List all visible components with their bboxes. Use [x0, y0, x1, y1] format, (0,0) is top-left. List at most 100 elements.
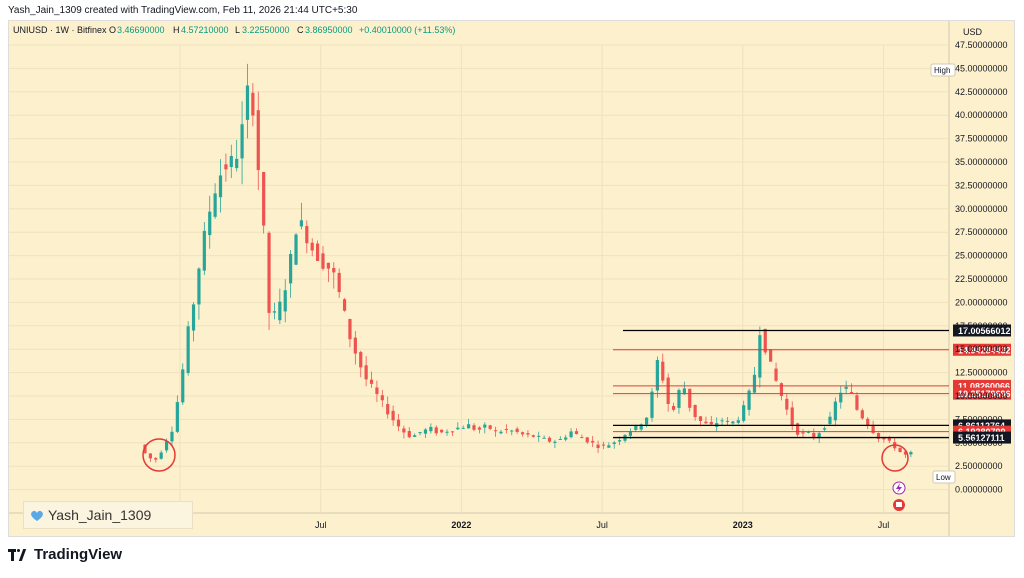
candle-body — [526, 433, 530, 435]
legend-o-value: 3.46690000 — [117, 25, 165, 35]
candle-body — [601, 444, 606, 446]
price-level-label: 17.00566012 — [958, 326, 1011, 336]
event-icons[interactable] — [892, 481, 906, 511]
x-axis-label: 2023 — [733, 520, 753, 530]
candle-body — [477, 427, 481, 430]
candle-body — [413, 435, 417, 437]
candle-body — [801, 432, 805, 434]
legend-change: +0.40010000 (+11.53%) — [359, 25, 455, 35]
candle-body — [504, 428, 508, 430]
price-level-badge — [953, 431, 1011, 444]
candle-body — [375, 387, 379, 395]
price-level-label: 5.56127111 — [958, 433, 1005, 443]
candle-body — [855, 395, 859, 410]
grid-lines — [9, 44, 949, 513]
candle-body — [612, 442, 616, 445]
chart-byline: Yash_Jain_1309 created with TradingView.… — [8, 5, 358, 16]
candle-body — [580, 437, 584, 439]
candle-body — [218, 175, 223, 198]
chart-area[interactable]: UNIUSD · 1W · Bitfinex O 3.46690000 H 4.… — [8, 20, 1015, 537]
y-tick-label: 25.00000000 — [955, 251, 1008, 261]
low-badge: Low — [932, 470, 956, 484]
candle-body — [574, 431, 579, 435]
candle-body — [321, 253, 325, 269]
candle-body — [774, 368, 778, 381]
candle-body — [251, 92, 255, 116]
author-watermark: Yash_Jain_1309 — [23, 501, 193, 529]
candle-body — [688, 388, 692, 408]
candle-body — [289, 254, 293, 284]
y-tick-label: 30.00000000 — [955, 204, 1008, 214]
candle-body — [272, 311, 277, 313]
tradingview-logo-text: TradingView — [34, 546, 123, 563]
watermark-text: Yash_Jain_1309 — [48, 507, 152, 523]
candle-body — [402, 428, 406, 433]
candle-body — [898, 447, 902, 452]
candle-body — [796, 423, 800, 435]
candle-body — [650, 391, 654, 418]
candle-body — [213, 193, 217, 217]
price-level-label: 10.25179696 — [958, 389, 1011, 399]
candle-body — [817, 433, 821, 438]
candle-body — [202, 230, 206, 271]
lightning-icon-glyph — [896, 483, 902, 493]
candle-body — [467, 424, 471, 429]
candlestick-chart[interactable]: UNIUSD · 1W · Bitfinex O 3.46690000 H 4.… — [9, 21, 1014, 536]
candle-body — [720, 420, 724, 422]
candle-body — [326, 262, 330, 269]
candle-body — [278, 301, 282, 321]
price-level-badge — [953, 387, 1011, 400]
y-tick-label: 27.50000000 — [955, 227, 1008, 237]
candle-body — [332, 268, 336, 273]
y-tick-label: 12.50000000 — [955, 368, 1008, 378]
candle-body — [569, 431, 573, 438]
candle-body — [488, 425, 492, 429]
x-axis-label: Jul — [315, 520, 327, 530]
candle-body — [866, 418, 870, 426]
tradingview-logo[interactable]: TradingView — [8, 546, 122, 563]
candle-body — [434, 427, 438, 434]
candle-body — [661, 361, 665, 381]
candle-body — [790, 407, 794, 426]
y-tick-label: 45.00000000 — [955, 63, 1008, 73]
candle-body — [564, 437, 568, 440]
candle-body — [909, 452, 913, 455]
candle-body — [235, 158, 239, 169]
candle-body — [644, 417, 649, 425]
candle-body — [310, 242, 314, 251]
candle-body — [515, 428, 519, 432]
x-axis-label: Jul — [596, 520, 608, 530]
y-tick-label: 22.50000000 — [955, 274, 1008, 284]
candle-body — [429, 426, 433, 432]
candle-body — [666, 377, 670, 404]
candle-body — [396, 419, 401, 427]
high-badge: High — [930, 63, 956, 77]
candle-body — [267, 232, 271, 313]
candle-body — [887, 437, 891, 441]
candle-body — [391, 410, 395, 421]
candle-body — [445, 431, 449, 433]
candle-body — [348, 319, 352, 340]
candle-body — [736, 420, 740, 423]
high-badge-text: High — [934, 66, 950, 75]
candle-body — [812, 432, 816, 439]
y-tick-label: 35.00000000 — [955, 157, 1008, 167]
candle-body — [483, 424, 487, 428]
y-tick-label: 47.50000000 — [955, 40, 1008, 50]
legend-c-label: C — [297, 25, 304, 35]
candle-body — [742, 405, 746, 421]
candle-body — [558, 438, 562, 440]
candle-body — [731, 421, 735, 424]
x-axis-label: 2022 — [451, 520, 471, 530]
x-axis-label: Jul — [878, 520, 890, 530]
low-circle-2020 — [142, 438, 176, 472]
candle-body — [229, 155, 233, 168]
candle-body — [822, 428, 827, 430]
candle-body — [628, 431, 633, 436]
price-axis-ticks: 47.50000000 45.00000000 42.50000000 40.0000… — [955, 40, 1008, 495]
candle-body — [423, 429, 428, 434]
low-badge-text: Low — [936, 473, 951, 482]
candle-body — [806, 431, 811, 433]
candle-body — [461, 427, 465, 429]
candle-body — [148, 453, 152, 459]
